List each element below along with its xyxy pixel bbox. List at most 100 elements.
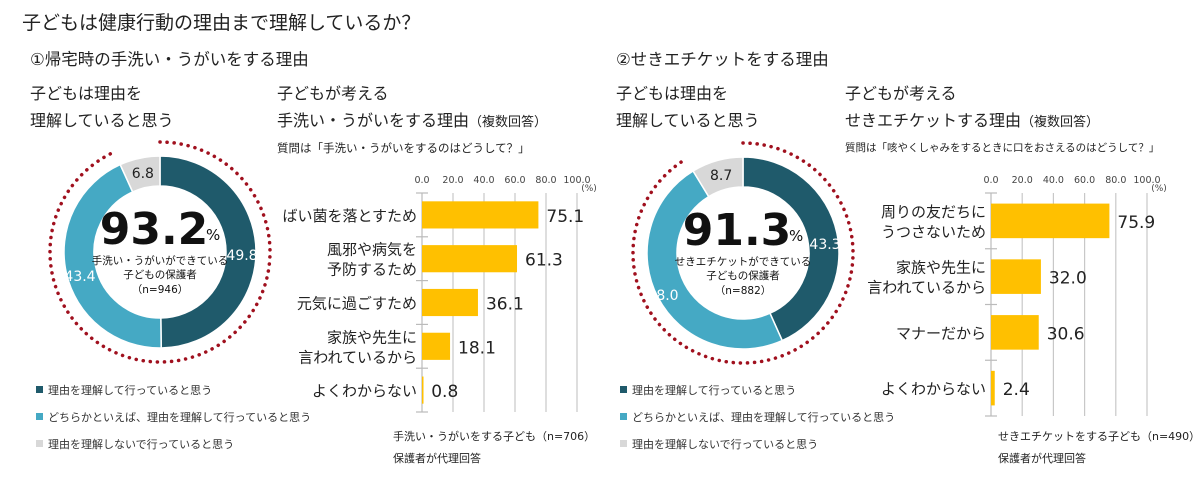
x-tick-label: 0.0 <box>983 175 998 186</box>
x-tick-label: 100.0 <box>563 175 590 186</box>
legend-label: 理由を理解しないで行っていると思う <box>48 437 235 451</box>
bar-value-label: 36.1 <box>486 295 524 315</box>
footnote-line-2: 保護者が代理回答 <box>393 452 481 465</box>
center-sample-size: （n=946） <box>132 284 189 296</box>
bar <box>991 370 995 406</box>
section-1-bar-title: 子どもが考える 手洗い・うがいをする理由（複数回答） <box>277 80 547 136</box>
bar <box>422 245 518 273</box>
center-label-line-1: せきエチケットができている <box>675 255 812 268</box>
category-label: 家族や先生に <box>896 259 986 277</box>
donut-slice-label: 8.7 <box>710 168 732 184</box>
section-1-footnote: 手洗い・うがいをする子ども（n=706） 保護者が代理回答 <box>393 426 595 470</box>
bar-title-note: （複数回答） <box>469 115 548 130</box>
legend-swatch-dark <box>36 386 43 393</box>
bar <box>991 259 1041 294</box>
section-1-question: 質問は「手洗い・うがいをするのはどうして？」 <box>277 141 530 155</box>
x-tick-label: 60.0 <box>504 175 525 186</box>
category-label: よくわからない <box>312 382 417 400</box>
donut-slice-label: 43.3 <box>809 237 840 253</box>
section-2-legend: 理由を理解して行っていると思う どちらかといえば、理由を理解して行っていると思う… <box>620 376 895 457</box>
bar <box>422 288 478 317</box>
category-label: 風邪や病気を <box>327 241 417 259</box>
bar <box>422 201 539 229</box>
legend-label: 理由を理解して行っていると思う <box>48 383 213 397</box>
legend-label: 理由を理解して行っていると思う <box>632 383 797 397</box>
bar-title-note: （複数回答） <box>1021 115 1100 130</box>
section-2-footnote: せきエチケットをする子ども（n=490） 保護者が代理回答 <box>998 426 1200 470</box>
bar-value-label: 32.0 <box>1049 269 1087 289</box>
x-unit-label: (%) <box>1151 184 1167 194</box>
section-2-donut-title: 子どもは理由を 理解していると思う <box>616 80 760 134</box>
legend-label: どちらかといえば、理由を理解して行っていると思う <box>48 410 312 424</box>
section-2-bar-title: 子どもが考える せきエチケットする理由（複数回答） <box>845 80 1099 136</box>
category-label: うつさないため <box>881 223 986 241</box>
bar-title-line-1: 子どもが考える <box>845 84 957 103</box>
bar-title-line-2: せきエチケットする理由（複数回答） <box>845 107 1099 136</box>
category-label: よくわからない <box>881 380 986 398</box>
section-1-donut-title: 子どもは理由を 理解していると思う <box>30 80 174 134</box>
category-label: ばい菌を落とすため <box>282 207 417 225</box>
donut-title-line-1: 子どもは理由を <box>30 84 143 103</box>
center-label-line-2: 子どもの保護者 <box>706 269 780 282</box>
donut-slice <box>742 156 840 342</box>
donut-slice-label: 49.8 <box>226 248 257 264</box>
legend-item: 理由を理解しないで行っていると思う <box>36 430 311 457</box>
legend-item: どちらかといえば、理由を理解して行っていると思う <box>36 403 311 430</box>
section-2-heading: ②せきエチケットをする理由 <box>616 50 829 69</box>
donut-slice <box>646 169 784 350</box>
bar-title-line-1: 子どもが考える <box>277 84 389 103</box>
section-1-legend: 理由を理解して行っていると思う どちらかといえば、理由を理解して行っていると思う… <box>36 376 311 457</box>
x-tick-label: 80.0 <box>1105 175 1126 186</box>
category-label: 家族や先生に <box>327 328 417 346</box>
x-tick-label: 40.0 <box>1043 175 1064 186</box>
donut-slice <box>692 156 744 198</box>
legend-label: どちらかといえば、理由を理解して行っていると思う <box>632 410 896 424</box>
footnote-line-1: 手洗い・うがいをする子ども（n=706） <box>393 430 596 443</box>
dotted-highlight-ring <box>631 141 855 365</box>
center-percentage: 93.2 <box>100 204 209 255</box>
category-label: 元気に過ごすため <box>297 295 417 313</box>
legend-swatch-dark <box>620 386 627 393</box>
center-percent-sign: % <box>789 227 803 245</box>
category-label: 言われているから <box>867 279 986 297</box>
x-tick-label: 0.0 <box>414 175 429 186</box>
legend-label: 理由を理解しないで行っていると思う <box>632 437 819 451</box>
bar-value-label: 61.3 <box>525 251 563 271</box>
legend-item: 理由を理解して行っていると思う <box>36 376 311 403</box>
category-label: 予防するため <box>327 261 417 279</box>
x-tick-label: 100.0 <box>1133 175 1160 186</box>
category-label: 言われているから <box>298 348 417 366</box>
center-percent-sign: % <box>206 226 220 244</box>
bar <box>422 332 451 360</box>
x-tick-label: 20.0 <box>1012 175 1033 186</box>
bar <box>991 203 1110 239</box>
donut-slice-label: 43.4 <box>64 269 95 285</box>
bar-chart: 0.0 20.0 40.0 60.0 80.0 100.0(%) 75.9 周りの友だちにうつ… <box>867 175 1167 417</box>
bar-title-main: 手洗い・うがいをする理由 <box>277 111 470 130</box>
donut-title-line-2: 理解していると思う <box>616 111 760 130</box>
donut-slice <box>159 155 257 349</box>
section-1-heading: ①帰宅時の手洗い・うがいをする理由 <box>30 50 309 69</box>
legend-item: どちらかといえば、理由を理解して行っていると思う <box>620 403 895 430</box>
legend-swatch-grey <box>36 440 43 447</box>
x-tick-label: 20.0 <box>442 175 463 186</box>
donut-slice-label: 6.8 <box>132 166 154 182</box>
legend-swatch-light <box>36 413 43 420</box>
legend-item: 理由を理解しないで行っていると思う <box>620 430 895 457</box>
bar-value-label: 75.1 <box>546 207 584 227</box>
donut-slice <box>119 155 161 193</box>
legend-item: 理由を理解して行っていると思う <box>620 376 895 403</box>
legend-swatch-light <box>620 413 627 420</box>
bar <box>991 315 1039 350</box>
bar-title-main: せきエチケットする理由 <box>845 111 1022 130</box>
bar-chart: 0.0 20.0 40.0 60.0 80.0 100.0(%) 75.1 ばい菌を落とすため… <box>282 175 597 413</box>
center-sample-size: （n=882） <box>715 285 772 297</box>
donut-title-line-2: 理解していると思う <box>30 111 174 130</box>
x-unit-label: (%) <box>581 184 597 194</box>
footnote-line-1: せきエチケットをする子ども（n=490） <box>998 430 1200 443</box>
bar-value-label: 75.9 <box>1117 213 1155 233</box>
